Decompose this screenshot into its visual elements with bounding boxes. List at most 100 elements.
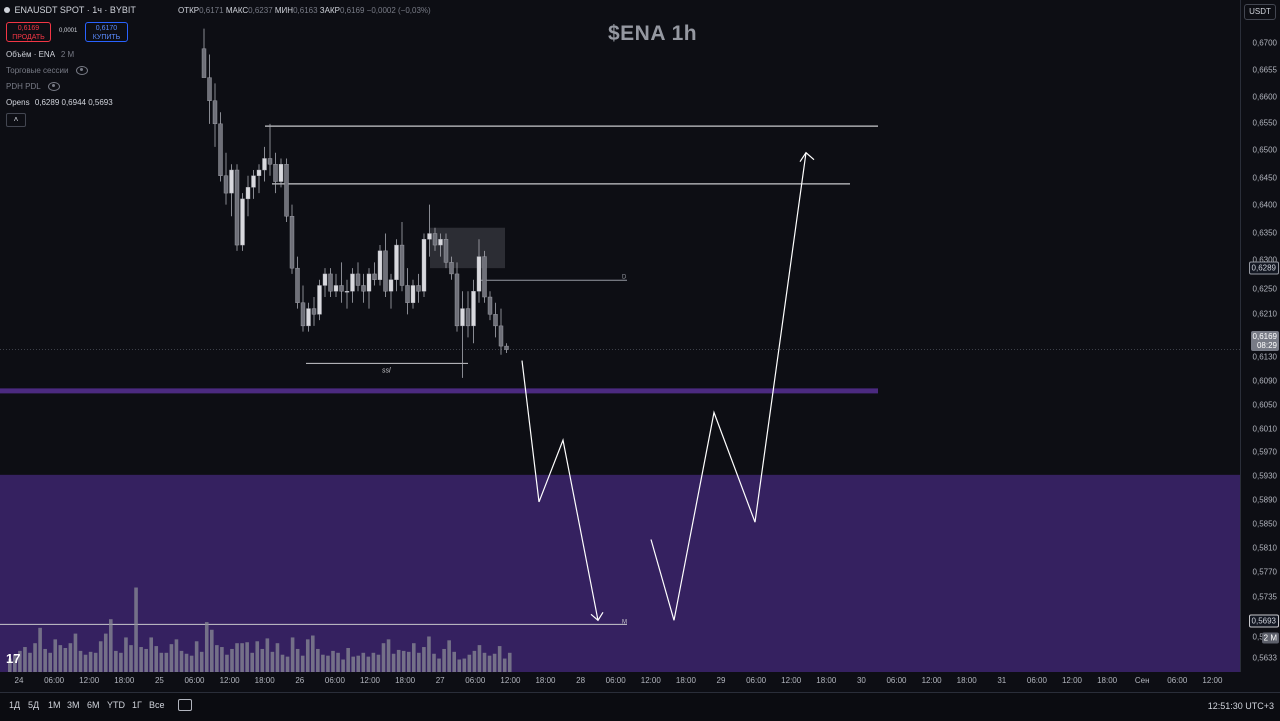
demand-zone	[0, 474, 1240, 672]
candle-down	[372, 273, 377, 280]
price-tick: 0,6400	[1252, 200, 1277, 210]
price-tick: 0,5850	[1252, 519, 1277, 529]
price-tick: 0,6600	[1252, 92, 1277, 102]
spread-value: 0,0001	[59, 28, 78, 34]
volume-bar	[124, 637, 128, 672]
volume-bar	[265, 638, 270, 672]
candle-up	[322, 273, 328, 286]
candle-up	[476, 256, 482, 292]
volume-bar	[18, 650, 22, 672]
order-block	[430, 227, 505, 269]
candle-up	[438, 239, 443, 246]
buy-price: 0,6170	[95, 25, 118, 32]
volume-bar	[290, 637, 295, 672]
hidden-eye-icon[interactable]	[75, 66, 88, 76]
candle-up	[377, 250, 383, 280]
buy-label: КУПИТЬ	[92, 34, 121, 41]
sell-button[interactable]: 0,6169 ПРОДАТЬ	[6, 22, 51, 42]
symbol-label[interactable]: ENAUSDT SPOT · 1ч · BYBIT	[14, 5, 136, 15]
timeframe-button[interactable]: 1Г	[132, 700, 142, 710]
price-tick: 0,6350	[1252, 228, 1277, 238]
volume-bar	[28, 652, 32, 672]
volume-bar	[316, 648, 320, 672]
volume-indicator-row[interactable]: Объём · ENA 2 M	[6, 50, 74, 59]
volume-bar	[437, 658, 441, 672]
volume-bar	[280, 654, 285, 672]
volume-bar	[497, 646, 502, 672]
candle-down	[284, 164, 289, 217]
pdh-pdl-indicator-row[interactable]: PDH PDL	[6, 82, 60, 92]
volume-bar	[482, 652, 487, 672]
timeframe-button[interactable]: 1Д	[9, 700, 21, 710]
volume-bar	[225, 654, 229, 672]
timeframe-button[interactable]: 1М	[48, 700, 61, 710]
sessions-indicator-row[interactable]: Торговые сессии	[6, 66, 88, 76]
candle-down	[498, 325, 504, 347]
timeframe-button[interactable]: 6М	[87, 700, 100, 710]
chart-title: $ENA 1h	[608, 22, 698, 45]
time-tick: 12:00	[921, 676, 942, 685]
candle-down	[328, 273, 333, 292]
volume-bar	[401, 650, 406, 672]
candle-down	[201, 48, 207, 78]
candle-down	[267, 158, 273, 165]
volume-bar	[346, 648, 350, 672]
currency-selector[interactable]: USDT	[1244, 4, 1276, 20]
volume-bar	[427, 636, 431, 672]
candle-up	[394, 244, 399, 280]
timeframe-button[interactable]: 5Д	[28, 700, 40, 710]
candle-up	[421, 239, 427, 292]
price-tick: 0,6130	[1252, 352, 1277, 362]
tradingview-logo-icon[interactable]: 17	[6, 651, 21, 666]
arrow-head	[590, 612, 604, 622]
date-range-icon[interactable]	[178, 699, 192, 711]
time-tick: 18:00	[395, 676, 416, 685]
volume-bar	[63, 648, 68, 672]
time-tick: 06:00	[886, 676, 907, 685]
price-tick: 0,6450	[1252, 173, 1277, 183]
volume-bar	[220, 647, 224, 672]
time-tick: 25	[154, 676, 164, 685]
time-tick: 06:00	[1026, 676, 1047, 685]
price-axis[interactable]: 0,6700 0,6655 0,6600 0,6550 0,6500 0,6450 0,64…	[1240, 0, 1280, 672]
ohlc-open-label: ОТКР	[178, 6, 200, 15]
ohlc-row: ОТКР0,6171 МАКС0,6237 МИН0,6163 ЗАКР0,61…	[178, 6, 431, 15]
volume-bar	[68, 643, 73, 672]
volume-bar	[53, 639, 58, 672]
volume-bar	[78, 650, 83, 672]
opens-indicator-row[interactable]: Opens 0,6289 0,6944 0,5693	[6, 98, 113, 107]
bar-countdown: 08:29	[1256, 341, 1277, 350]
price-tick: 0,6500	[1252, 145, 1277, 155]
buy-button[interactable]: 0,6170 КУПИТЬ	[85, 22, 128, 42]
time-tick: 28	[576, 676, 586, 685]
candle-down	[416, 285, 421, 292]
collapse-legend-button[interactable]: ˄	[6, 113, 26, 127]
timeframe-button[interactable]: YTD	[107, 700, 125, 710]
price-tick: 0,6700	[1252, 38, 1277, 48]
volume-bar	[159, 652, 164, 672]
time-axis[interactable]: 24 06:00 12:00 18:00 25 06:00 12:00 18:00 26 06:0…	[0, 672, 1240, 692]
volume-bar	[275, 643, 280, 672]
timeframe-button[interactable]: 3М	[67, 700, 80, 710]
candle-down	[443, 239, 449, 263]
candle-down	[223, 175, 229, 194]
clock-display[interactable]: 12:51:30 UTC+3	[1207, 701, 1274, 711]
candle-up	[427, 233, 432, 240]
volume-bar	[396, 649, 401, 672]
volume-bar	[432, 653, 436, 672]
candle-up	[306, 308, 311, 327]
volume-bar	[23, 647, 27, 672]
time-tick: 18:00	[254, 676, 275, 685]
volume-bar	[321, 654, 325, 672]
timeframe-button[interactable]: Все	[149, 700, 165, 710]
volume-bar	[305, 639, 310, 672]
hidden-eye-icon[interactable]	[47, 82, 60, 92]
price-tick: 0,5810	[1252, 543, 1277, 553]
symbol-dot-icon	[4, 7, 10, 13]
candle-down	[289, 215, 295, 269]
ohlc-high-value: 0,6237	[248, 6, 273, 15]
candle-down	[504, 345, 509, 350]
volume-bar	[93, 652, 98, 672]
